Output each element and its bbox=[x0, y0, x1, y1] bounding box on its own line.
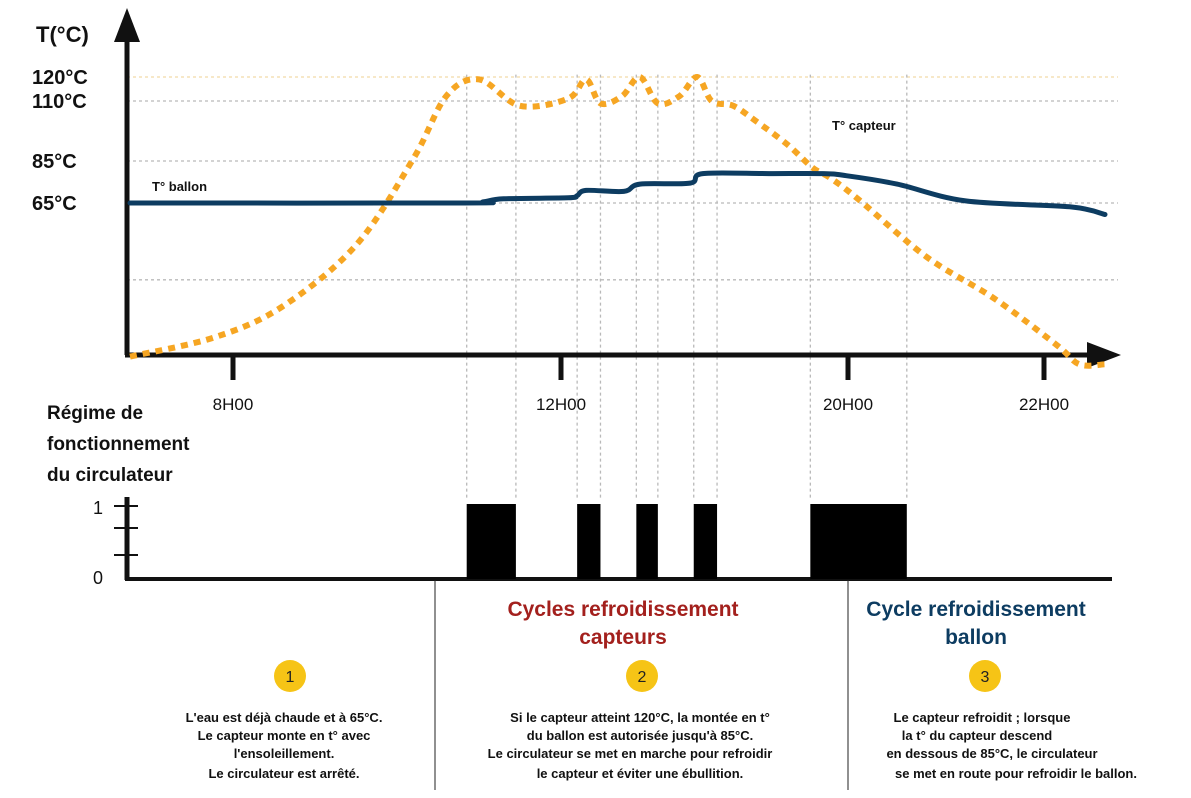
series-label-collector: T° capteur bbox=[832, 118, 896, 133]
section-3-description: Le capteur refroidit ; lorsque la t° du … bbox=[886, 710, 1137, 781]
regime-title-line-2: fonctionnement bbox=[47, 434, 190, 455]
regime-level-1-label: 1 bbox=[93, 498, 103, 518]
badge-number-1: 1 bbox=[286, 669, 295, 686]
x-tick-label-0: 8H00 bbox=[213, 395, 254, 414]
section-1-badge: 1 bbox=[274, 660, 306, 692]
x-tick-label-3: 22H00 bbox=[1019, 395, 1069, 414]
circulator-on-periods bbox=[466, 504, 907, 579]
section-3-line-3: en dessous de 85°C, le circulateur bbox=[886, 746, 1097, 761]
section-2-line-2: du ballon est autorisée jusqu'à 85°C. bbox=[527, 728, 753, 743]
section-3-line-1: Le capteur refroidit ; lorsque bbox=[894, 710, 1071, 725]
section-2-title-line-2: capteurs bbox=[579, 626, 667, 649]
y-tick-label-0: 120°C bbox=[32, 67, 88, 89]
section-2-line-1: Si le capteur atteint 120°C, la montée e… bbox=[510, 710, 770, 725]
x-axis-arrow-icon bbox=[1087, 342, 1121, 368]
section-3-line-2: la t° du capteur descend bbox=[902, 728, 1052, 743]
badge-number-3: 3 bbox=[981, 669, 990, 686]
section-1-line-3: l'ensoleillement. bbox=[234, 746, 335, 761]
regime-title-line-3: du circulateur bbox=[47, 465, 173, 486]
on-period-bar-1 bbox=[577, 504, 601, 579]
section-3-title-line-1: Cycle refroidissement bbox=[866, 598, 1085, 621]
badge-circle-3 bbox=[969, 660, 1001, 692]
section-2-title-line-1: Cycles refroidissement bbox=[507, 598, 738, 621]
x-ticks: 8H00 12H00 20H00 22H00 bbox=[213, 357, 1069, 414]
badge-circle-2 bbox=[626, 660, 658, 692]
section-3-title-line-2: ballon bbox=[945, 626, 1007, 649]
section-1-description: L'eau est déjà chaude et à 65°C. Le capt… bbox=[186, 710, 383, 781]
regime-level-0-label: 0 bbox=[93, 568, 103, 588]
series-line-collector bbox=[129, 74, 1106, 369]
y-tick-label-3: 65°C bbox=[32, 193, 77, 215]
vertical-guide-lines bbox=[466, 74, 908, 500]
badge-circle-1 bbox=[274, 660, 306, 692]
y-tick-label-2: 85°C bbox=[32, 151, 77, 173]
y-axis-arrow-icon bbox=[114, 8, 140, 42]
section-2-badge: 2 bbox=[626, 660, 658, 692]
series-line-tank bbox=[127, 170, 1108, 217]
on-period-bar-2 bbox=[636, 504, 658, 579]
regime-axes: 1 0 bbox=[93, 497, 1112, 588]
on-period-bar-4 bbox=[810, 504, 907, 579]
series-label-tank: T° ballon bbox=[152, 179, 207, 194]
horizontal-gridlines bbox=[127, 76, 1118, 281]
regime-title-line-1: Régime de bbox=[47, 403, 143, 424]
badge-number-2: 2 bbox=[638, 669, 647, 686]
y-axis-title: T(°C) bbox=[36, 22, 89, 47]
section-2-line-3: Le circulateur se met en marche pour ref… bbox=[488, 746, 773, 761]
x-tick-label-1: 12H00 bbox=[536, 395, 586, 414]
top-axes bbox=[114, 8, 1121, 368]
regime-title: Régime de fonctionnement du circulateur bbox=[47, 403, 190, 486]
section-1-line-2: Le capteur monte en t° avec bbox=[198, 728, 371, 743]
y-tick-label-1: 110°C bbox=[32, 91, 87, 113]
section-2-line-4: le capteur et éviter une ébullition. bbox=[537, 766, 744, 781]
section-2-description: Si le capteur atteint 120°C, la montée e… bbox=[488, 710, 773, 781]
x-tick-label-2: 20H00 bbox=[823, 395, 873, 414]
section-3-line-4: se met en route pour refroidir le ballon… bbox=[895, 766, 1137, 781]
on-period-bar-0 bbox=[466, 504, 516, 579]
section-1-line-4: Le circulateur est arrêté. bbox=[208, 766, 359, 781]
section-3-badge: 3 bbox=[969, 660, 1001, 692]
on-period-bar-3 bbox=[693, 504, 718, 579]
section-1-line-1: L'eau est déjà chaude et à 65°C. bbox=[186, 710, 383, 725]
